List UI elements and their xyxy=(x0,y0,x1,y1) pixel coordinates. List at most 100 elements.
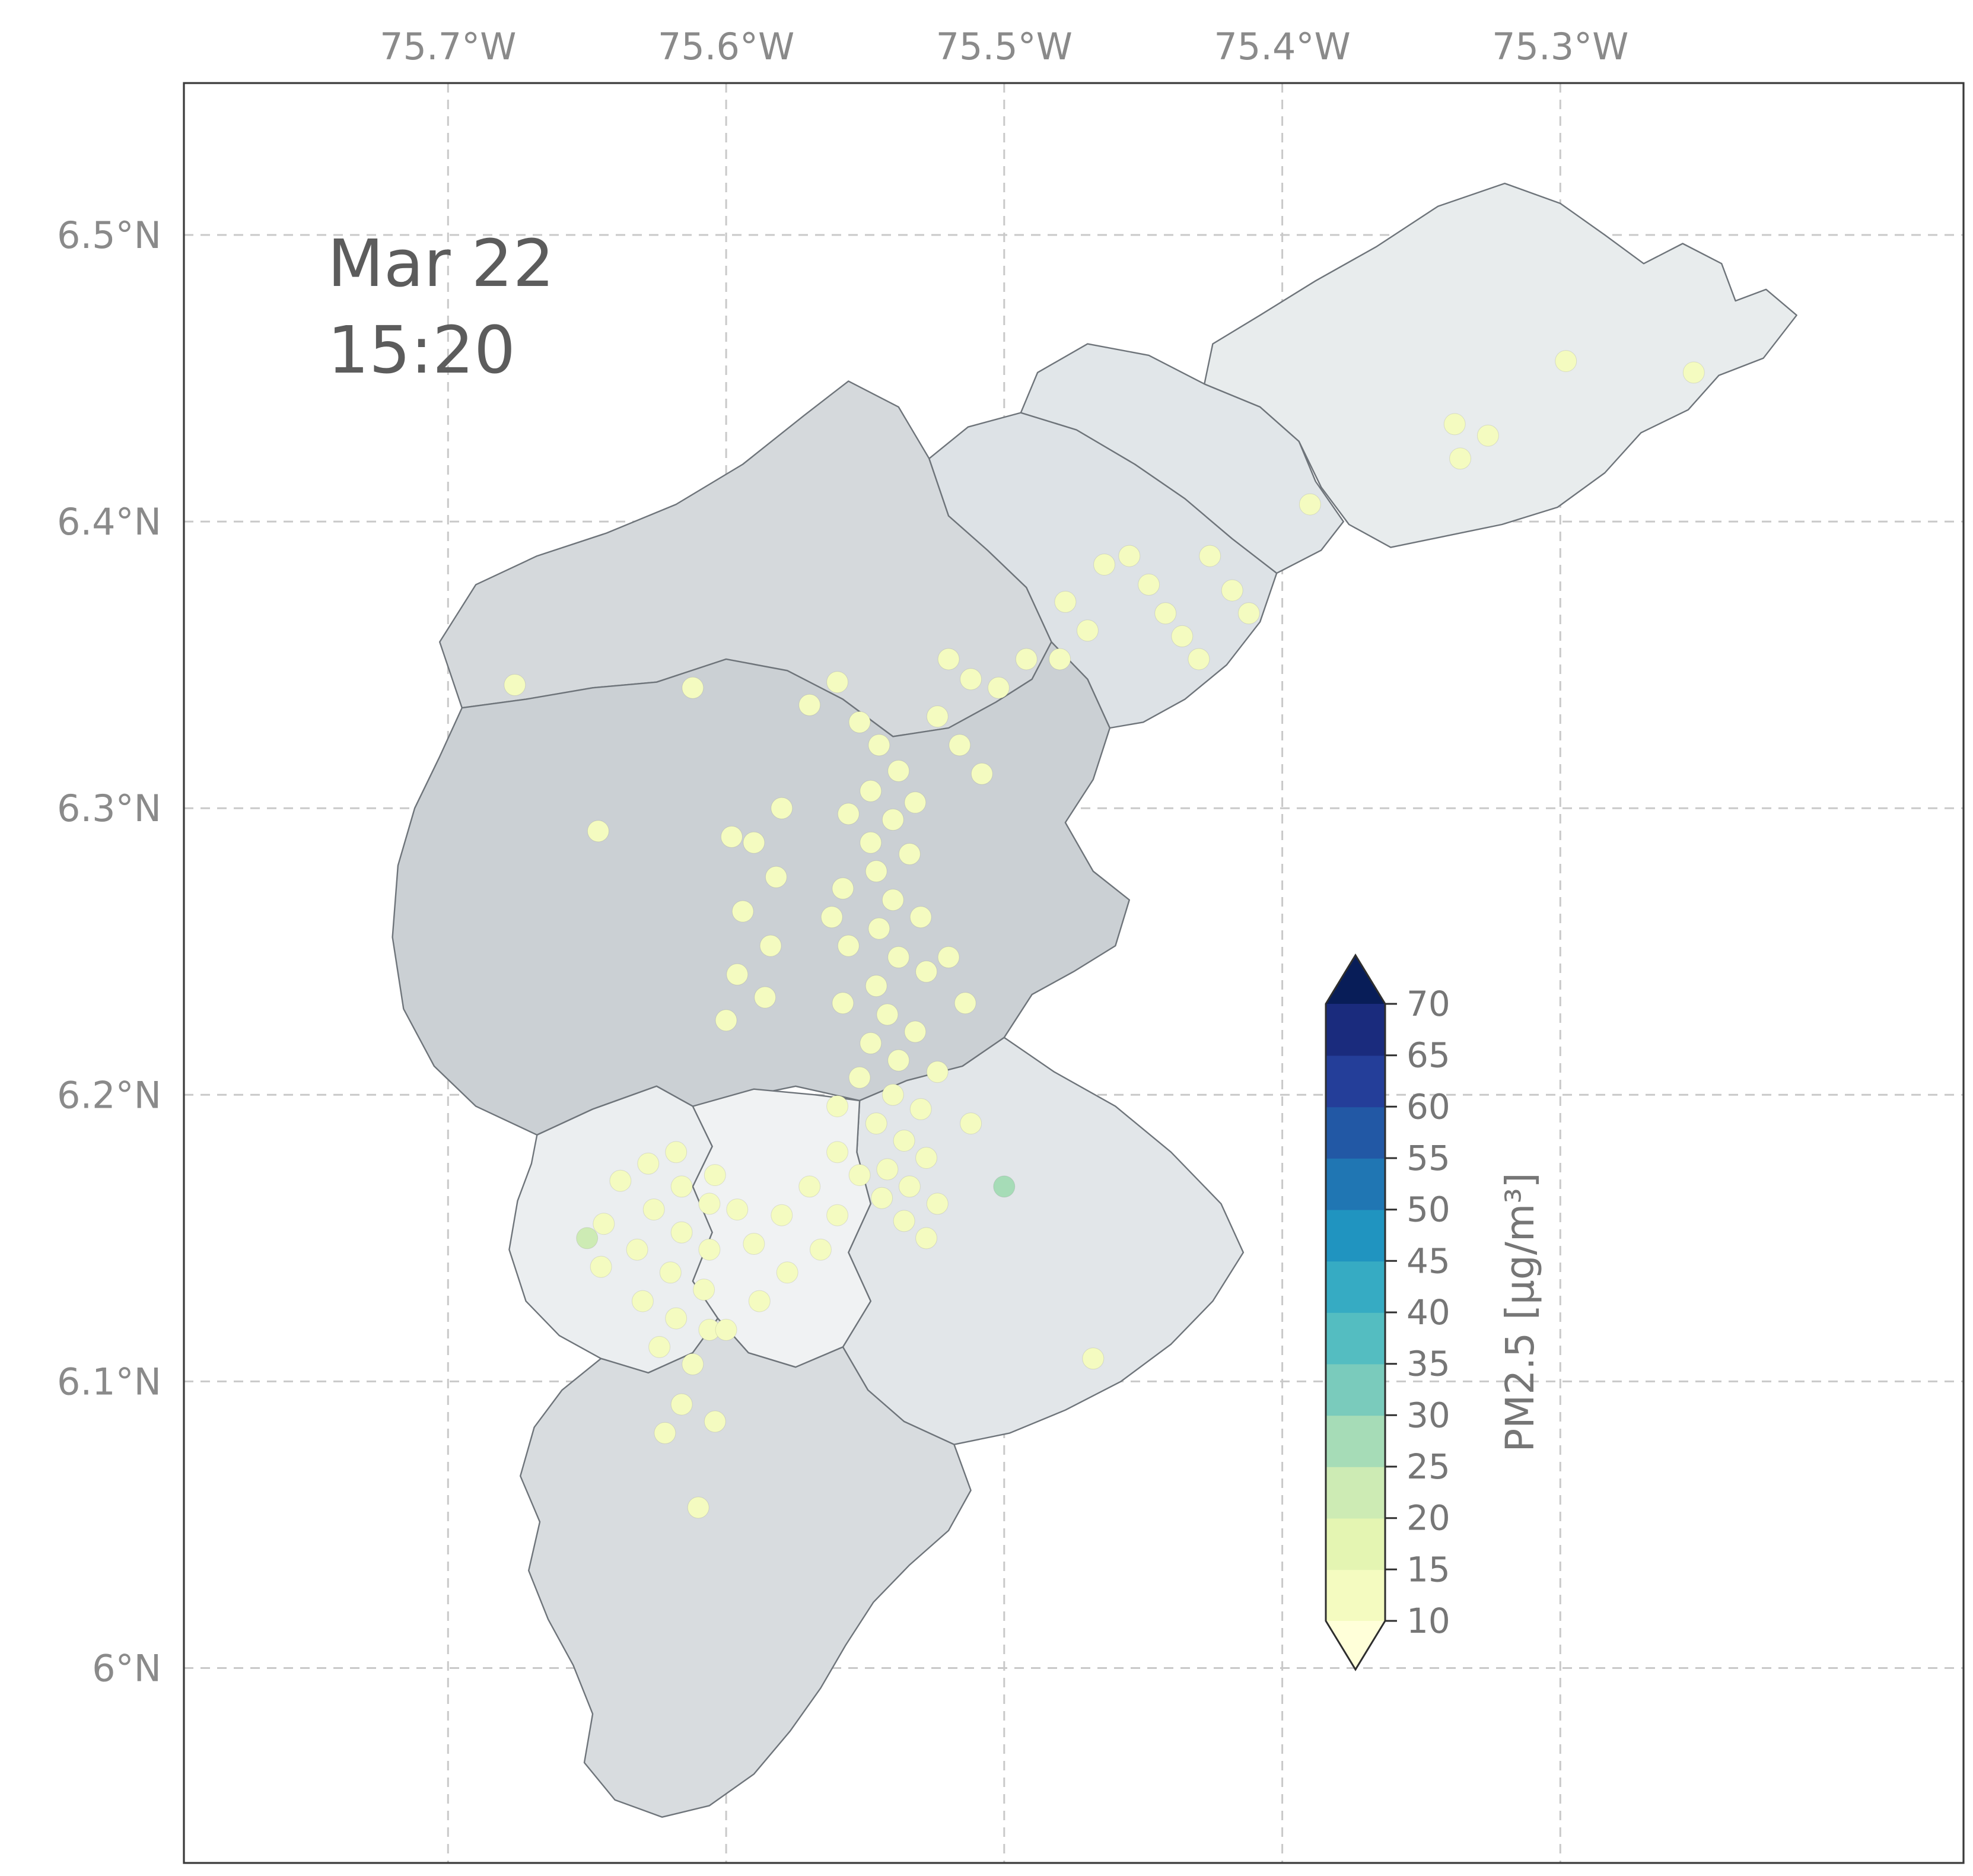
sensor-point xyxy=(654,1422,676,1444)
lon-tick-label: 75.3°W xyxy=(1492,25,1628,68)
sensor-point xyxy=(893,1130,915,1152)
sensor-point xyxy=(715,1009,737,1032)
colorbar-tick-label: 30 xyxy=(1406,1395,1450,1435)
sensor-point xyxy=(659,1261,682,1284)
colorbar-under-arrow xyxy=(1326,1621,1385,1670)
sensor-point xyxy=(504,674,526,696)
sensor-point xyxy=(937,946,960,968)
sensor-point xyxy=(860,780,882,802)
timestamp: Mar 22 15:20 xyxy=(327,225,554,388)
sensor-point xyxy=(860,831,882,854)
lat-tick-label: 6.4°N xyxy=(57,500,161,543)
colorbar-segment xyxy=(1326,1312,1385,1365)
colorbar-tick-label: 50 xyxy=(1406,1190,1450,1230)
sensor-point xyxy=(576,1227,599,1249)
sensor-point xyxy=(1171,625,1194,647)
sensor-point xyxy=(832,992,854,1015)
sensor-point xyxy=(771,797,793,819)
sensor-point xyxy=(743,1233,765,1255)
colorbar-segment xyxy=(1326,1467,1385,1519)
sensor-point xyxy=(1118,545,1141,567)
sensor-point xyxy=(693,1279,715,1301)
sensor-point xyxy=(860,1032,882,1054)
colorbar-segment xyxy=(1326,1415,1385,1467)
sensor-point xyxy=(826,1095,849,1118)
lon-tick-label: 75.4°W xyxy=(1214,25,1350,68)
map-regions xyxy=(392,182,1797,1818)
sensor-point xyxy=(848,1164,871,1187)
colorbar-segment xyxy=(1326,1158,1385,1210)
sensor-point xyxy=(726,963,749,985)
sensor-point xyxy=(904,791,927,814)
sensor-point xyxy=(970,762,993,785)
sensor-point xyxy=(609,1169,632,1192)
sensor-point xyxy=(960,1112,982,1135)
sensor-point xyxy=(1049,648,1071,670)
colorbar-ticks: 10 15 20 25 30 35 40 45 50 55 60 65 70 xyxy=(1385,984,1450,1641)
lat-tick-label: 6°N xyxy=(92,1647,161,1690)
colorbar-tick-label: 70 xyxy=(1406,984,1450,1024)
colorbar-tick-label: 55 xyxy=(1406,1138,1450,1178)
sensor-point xyxy=(826,1204,849,1226)
sensor-point xyxy=(871,1187,893,1209)
sensor-point xyxy=(631,1290,654,1312)
sensor-point xyxy=(1449,447,1472,470)
sensor-point xyxy=(765,866,787,888)
sensor-point xyxy=(771,1204,793,1226)
colorbar-segment xyxy=(1326,1261,1385,1313)
lon-tick-label: 75.7°W xyxy=(380,25,516,68)
sensor-point xyxy=(820,906,843,929)
sensor-point xyxy=(590,1255,612,1278)
sensor-point xyxy=(837,934,860,957)
colorbar-tick-label: 60 xyxy=(1406,1086,1450,1127)
sensor-point xyxy=(832,877,854,899)
sensor-point xyxy=(898,843,921,865)
sensor-point xyxy=(926,1061,949,1083)
colorbar-segment xyxy=(1326,1363,1385,1416)
sensor-point xyxy=(882,809,904,831)
sensor-point xyxy=(893,1210,915,1232)
sensor-point xyxy=(687,1496,709,1519)
sensor-point xyxy=(1237,602,1260,625)
sensor-point xyxy=(1199,545,1221,567)
sensor-point xyxy=(642,1198,665,1221)
sensor-point xyxy=(682,1353,704,1375)
sensor-point xyxy=(882,1083,904,1106)
sensor-point xyxy=(904,1020,927,1043)
sensor-point xyxy=(726,1198,749,1221)
colorbar-tick-label: 65 xyxy=(1406,1035,1450,1076)
sensor-point xyxy=(670,1393,693,1416)
sensor-point xyxy=(868,734,890,756)
sensor-point xyxy=(776,1261,798,1284)
sensor-point xyxy=(926,705,949,728)
sensor-point xyxy=(887,946,910,968)
sensor-point xyxy=(637,1152,660,1175)
sensor-point xyxy=(698,1238,721,1261)
sensor-point xyxy=(670,1175,693,1198)
sensor-point xyxy=(909,906,932,929)
sensor-point xyxy=(665,1141,688,1163)
sensor-point xyxy=(1188,648,1210,670)
sensor-point xyxy=(704,1164,726,1187)
colorbar-tick-label: 20 xyxy=(1406,1498,1450,1538)
sensor-point xyxy=(848,711,871,733)
sensor-point xyxy=(1076,619,1099,642)
sensor-point xyxy=(798,694,821,716)
lat-tick-label: 6.5°N xyxy=(57,214,161,257)
sensor-point xyxy=(915,961,938,983)
sensor-point xyxy=(648,1336,671,1358)
colorbar-segment xyxy=(1326,1004,1385,1056)
sensor-point xyxy=(882,889,904,911)
sensor-point xyxy=(865,975,887,997)
colorbar-tick-label: 45 xyxy=(1406,1241,1450,1281)
colorbar-segment xyxy=(1326,1106,1385,1159)
sensor-point xyxy=(826,671,849,694)
sensor-point xyxy=(1154,602,1177,625)
sensor-point xyxy=(876,1003,899,1026)
sensor-point xyxy=(887,1049,910,1071)
sensor-point xyxy=(809,1238,832,1261)
colorbar-segment xyxy=(1326,1518,1385,1570)
sensor-point xyxy=(1221,579,1243,602)
